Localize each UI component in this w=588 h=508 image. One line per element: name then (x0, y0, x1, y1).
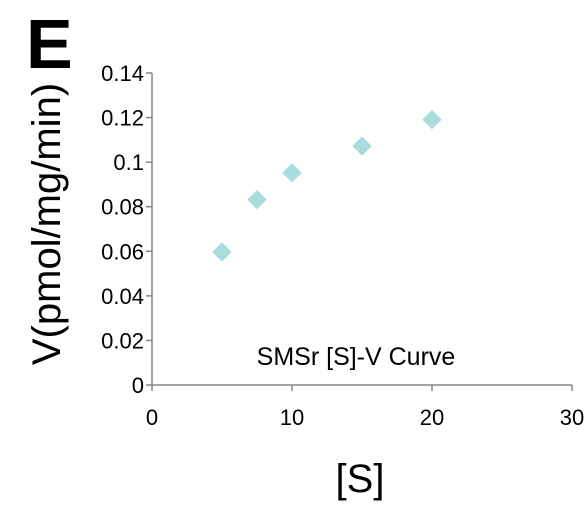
y-axis: 0 0.02 0.04 0.06 0.08 0.1 0.12 0.14 (101, 61, 153, 398)
data-point (212, 242, 232, 262)
y-axis-title: V(pmol/mg/min) (25, 83, 69, 365)
chart-title: SMSr [S]-V Curve (257, 343, 456, 371)
data-point (352, 136, 372, 156)
x-tick-label: 20 (420, 405, 444, 430)
y-tick-label: 0.08 (101, 195, 144, 220)
y-tick-label: 0.1 (113, 150, 144, 175)
y-tick-label: 0.14 (101, 61, 144, 86)
x-tick-label: 10 (280, 405, 304, 430)
x-tick-label: 30 (560, 405, 584, 430)
y-tick-label: 0.02 (101, 328, 144, 353)
y-tick-label: 0.06 (101, 239, 144, 264)
data-point (247, 189, 267, 210)
panel-label: E (26, 5, 73, 83)
x-axis-title: [S] (336, 457, 385, 501)
x-tick-label: 0 (146, 405, 158, 430)
y-tick-label: 0.12 (101, 106, 144, 131)
y-tick-label: 0.04 (101, 284, 144, 309)
y-tick-label: 0 (132, 373, 144, 398)
data-points (212, 109, 442, 262)
data-point (422, 109, 442, 130)
x-axis: 0 10 20 30 (146, 384, 584, 430)
data-point (282, 163, 302, 183)
